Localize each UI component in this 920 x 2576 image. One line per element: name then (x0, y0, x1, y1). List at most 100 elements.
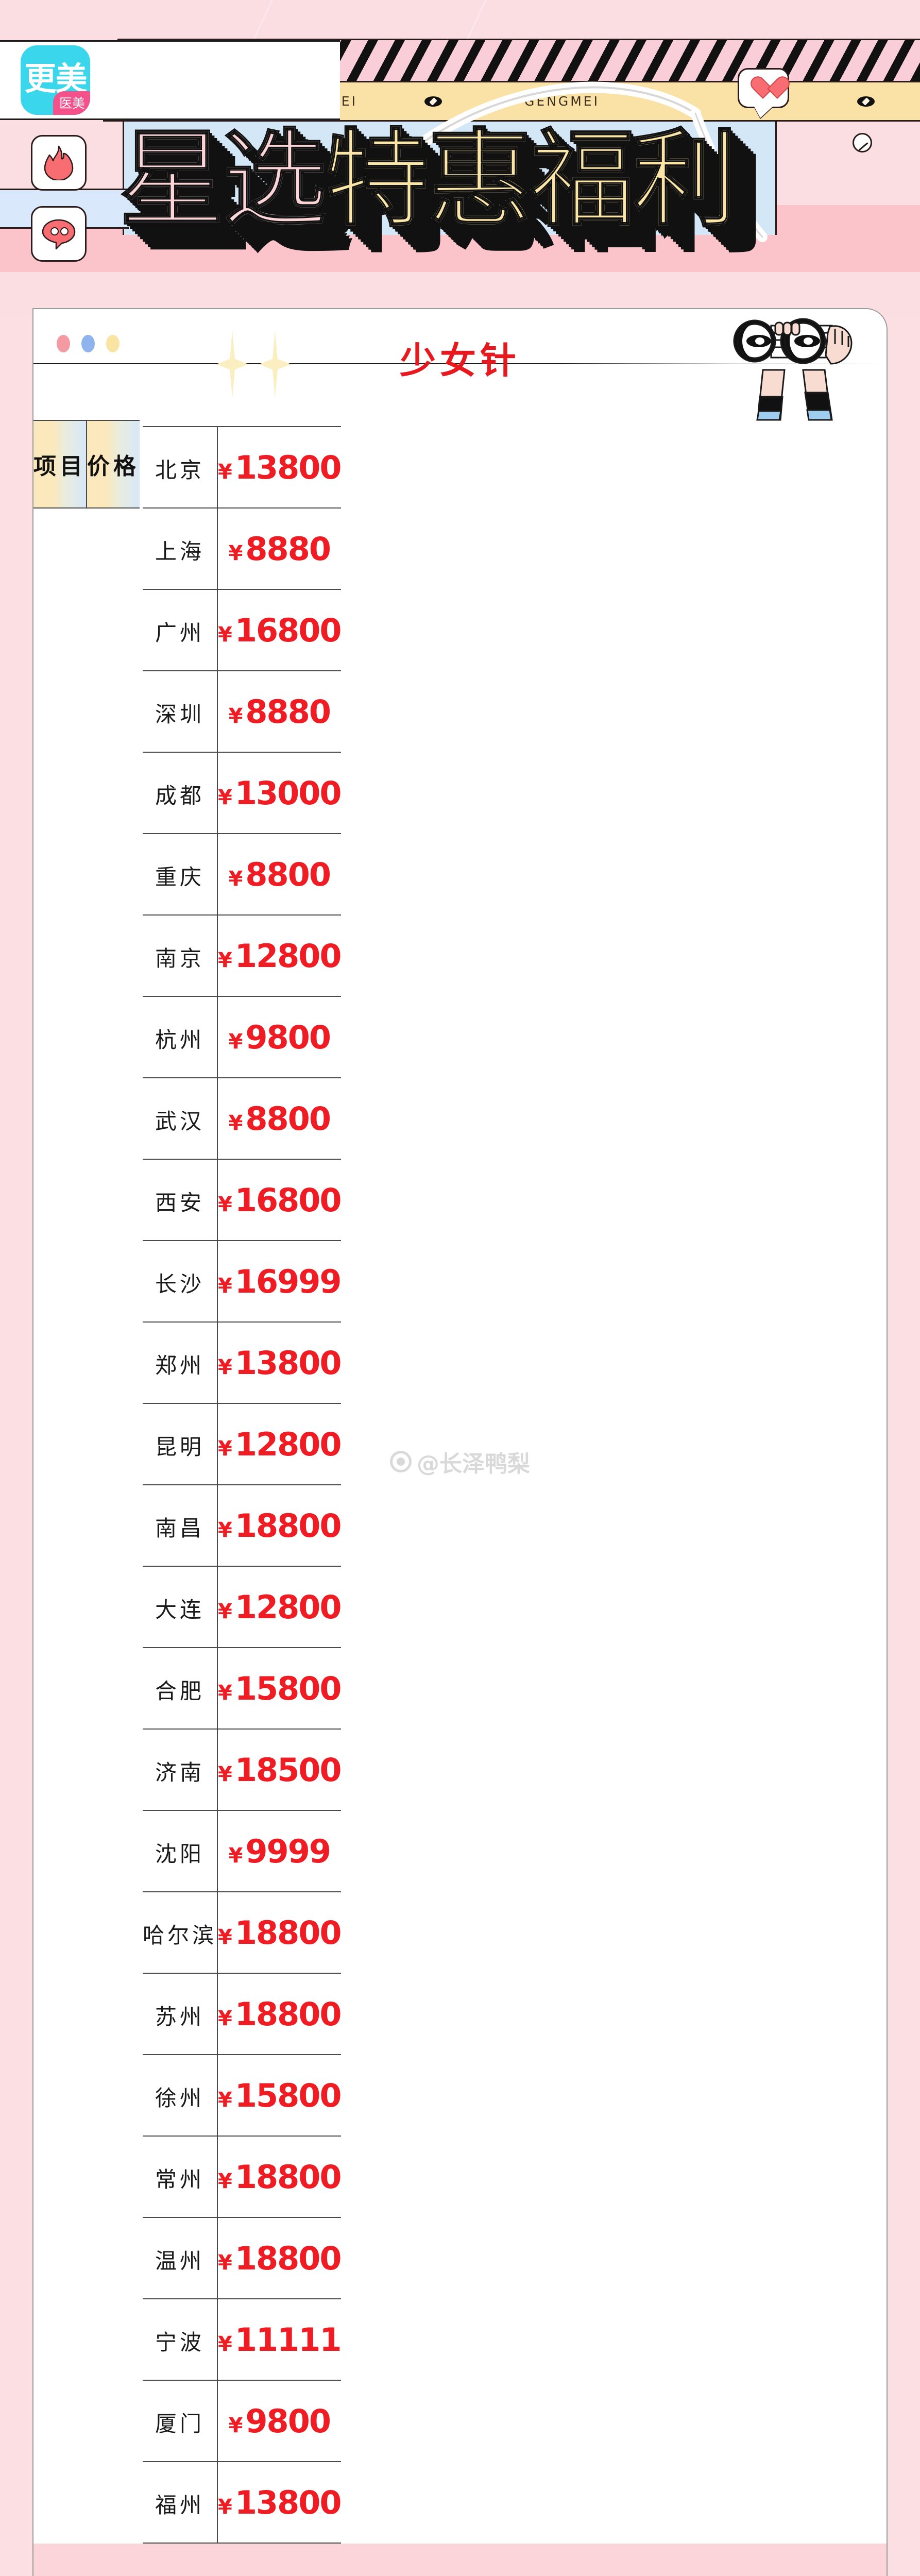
app-logo: 更美 医美 (21, 45, 90, 115)
price-value: ¥18800 (218, 2240, 342, 2277)
price-number: 11111 (234, 2320, 342, 2359)
price-number: 12800 (234, 1588, 342, 1626)
cell-city: 宁波 (143, 2298, 218, 2381)
card-footer: -GENG MEI- (33, 2544, 887, 2576)
table-row: 宁波 ¥11111 (143, 2298, 342, 2381)
city-label: 郑州 (155, 1353, 205, 1378)
price-number: 13000 (234, 774, 342, 812)
price-number: 18800 (234, 2158, 342, 2196)
cell-price: ¥18800 (217, 1484, 342, 1567)
cell-city: 温州 (143, 2217, 218, 2299)
window-dot-red[interactable] (57, 335, 70, 352)
cell-price: ¥18800 (217, 1973, 342, 2055)
city-label: 武汉 (155, 1109, 205, 1134)
cell-city: 福州 (143, 2461, 218, 2544)
column-header-price: 价格 (86, 420, 140, 509)
cell-price: ¥15800 (217, 1647, 342, 1730)
currency-symbol: ¥ (218, 460, 232, 484)
city-label: 厦门 (155, 2411, 205, 2436)
window-dot-yellow[interactable] (106, 335, 120, 352)
cell-city: 大连 (143, 1566, 218, 1648)
column-header-item: 项目 (33, 420, 87, 509)
currency-symbol: ¥ (218, 1925, 232, 1949)
price-value: ¥12800 (218, 1588, 342, 1626)
cell-price: ¥16800 (217, 589, 342, 671)
currency-symbol: ¥ (218, 1518, 232, 1542)
binoculars-icon (733, 318, 853, 421)
table-row: 长沙 ¥16999 (143, 1240, 342, 1323)
table-row: 南昌 ¥18800 (143, 1484, 342, 1567)
table-row: 上海 ¥8880 (143, 507, 341, 590)
price-value: ¥12800 (218, 1426, 342, 1463)
price-number: 8880 (245, 692, 331, 731)
heart-icon (752, 77, 775, 99)
weibo-logo-icon (390, 1451, 412, 1472)
table-row: 徐州 ¥15800 (143, 2054, 342, 2137)
cell-price: ¥13800 (217, 426, 342, 509)
city-label: 福州 (155, 2493, 205, 2518)
price-number: 18500 (234, 1751, 342, 1789)
cell-city: 上海 (143, 507, 218, 590)
diamond-icon-3 (857, 96, 875, 107)
city-label: 宁波 (155, 2330, 205, 2355)
cell-city: 深圳 (143, 670, 218, 753)
price-value: ¥8800 (229, 1099, 331, 1138)
table-row: 武汉 ¥8800 (143, 1077, 341, 1160)
cell-price: ¥18500 (217, 1728, 342, 1811)
price-value: ¥13800 (218, 2484, 342, 2521)
pin-icon-right (853, 133, 872, 152)
cell-price: ¥18800 (217, 1891, 342, 1974)
flame-chip (31, 135, 87, 191)
price-number: 12800 (234, 937, 342, 975)
brand-marquee-text-3: GENGMEI (524, 94, 600, 109)
cell-price: ¥18800 (217, 2217, 342, 2299)
table-header-row: 项目 价格 (33, 420, 140, 509)
price-number: 15800 (234, 2076, 342, 2114)
header-divider (33, 363, 887, 364)
city-label: 温州 (155, 2248, 205, 2274)
table-row: 哈尔滨 ¥18800 (143, 1891, 342, 1974)
table-row: 济南 ¥18500 (143, 1728, 342, 1811)
price-number: 8800 (245, 855, 331, 893)
price-value: ¥16800 (218, 612, 342, 649)
currency-symbol: ¥ (228, 867, 243, 891)
cell-city: 南昌 (143, 1484, 218, 1567)
cell-city: 济南 (143, 1728, 218, 1811)
price-value: ¥16999 (218, 1263, 342, 1300)
window-dot-blue[interactable] (81, 335, 95, 352)
table-row: 合肥 ¥15800 (143, 1647, 342, 1730)
price-value: ¥8880 (229, 692, 331, 731)
cell-price: ¥12800 (217, 914, 342, 997)
cell-price: ¥11111 (217, 2298, 342, 2381)
price-number: 16800 (234, 1181, 342, 1219)
table-row: 西安 ¥16800 (143, 1159, 342, 1241)
cell-city: 长沙 (143, 1240, 218, 1323)
cell-city: 郑州 (143, 1321, 218, 1404)
currency-symbol: ¥ (218, 1192, 232, 1216)
price-number: 8800 (245, 1099, 331, 1138)
price-value: ¥13800 (218, 1344, 342, 1382)
cell-price: ¥15800 (217, 2054, 342, 2137)
flame-icon (44, 145, 74, 180)
speech-bubble-icon (42, 219, 76, 250)
city-label: 沈阳 (155, 1841, 205, 1867)
price-value: ¥8880 (228, 530, 331, 568)
cell-city: 厦门 (143, 2380, 218, 2462)
table-row: 郑州 ¥13800 (143, 1321, 342, 1404)
city-label: 深圳 (155, 702, 205, 727)
page-title: 星选特惠福利 (119, 127, 739, 234)
cell-city: 重庆 (143, 833, 218, 916)
cell-city: 常州 (143, 2136, 218, 2218)
cell-city: 北京 (143, 426, 218, 509)
cell-price: ¥8880 (217, 507, 341, 590)
cell-price: ¥8800 (217, 1077, 341, 1160)
currency-symbol: ¥ (228, 541, 243, 565)
cell-city: 广州 (143, 589, 218, 671)
price-number: 9800 (245, 1018, 331, 1056)
cell-city: 昆明 (143, 1403, 218, 1485)
price-table: 项目 价格 北京 ¥13800 上海 ¥8880 广州 ¥16800 深圳 ¥8880 成都 ¥1… (33, 420, 887, 2544)
cell-city: 西安 (143, 1159, 218, 1241)
cell-price: ¥9999 (217, 1810, 341, 1892)
cell-price: ¥8880 (217, 670, 341, 753)
city-label: 苏州 (155, 2004, 205, 2029)
